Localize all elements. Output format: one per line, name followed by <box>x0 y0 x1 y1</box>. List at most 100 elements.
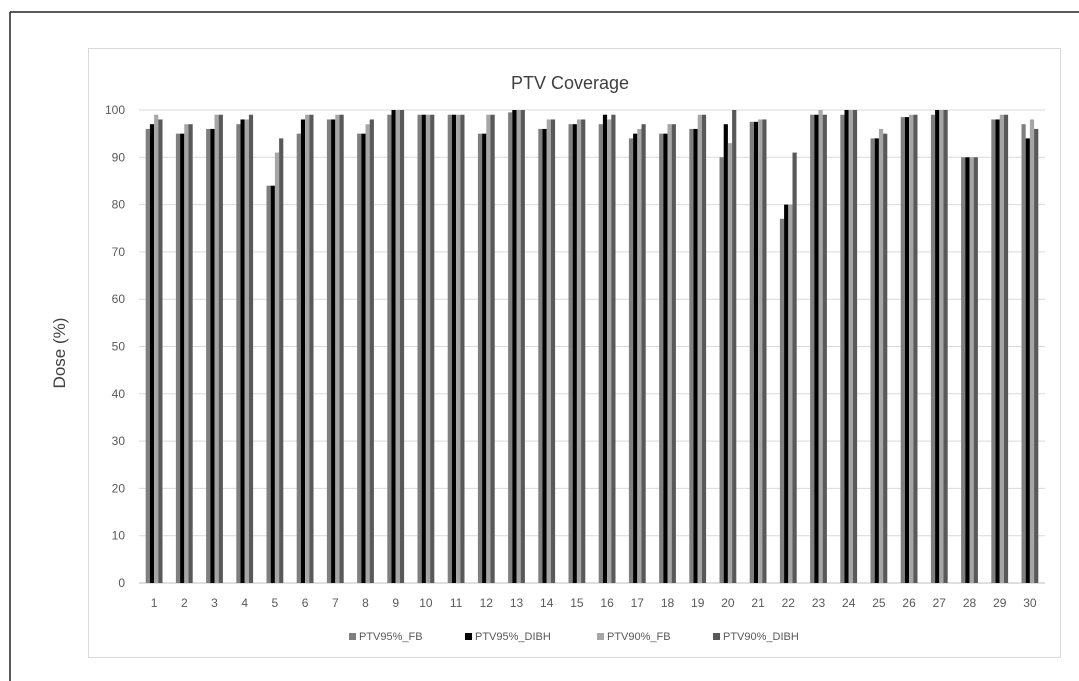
x-tick-label: 1 <box>151 596 158 610</box>
bar <box>611 114 616 583</box>
legend-label: PTV90%_DIBH <box>723 631 799 643</box>
bar <box>904 117 910 583</box>
bar <box>188 124 193 583</box>
legend-swatch <box>349 633 356 640</box>
bar <box>369 119 374 584</box>
bar <box>1003 114 1009 583</box>
x-tick-label: 17 <box>631 596 645 610</box>
x-tick-label: 8 <box>362 596 369 610</box>
chart-title: PTV Coverage <box>511 73 629 93</box>
x-tick-label: 30 <box>1023 596 1037 610</box>
x-tick-label: 21 <box>751 596 765 610</box>
bar <box>844 110 849 583</box>
bar <box>568 124 573 583</box>
bar <box>848 110 853 583</box>
bar <box>520 110 525 583</box>
bar <box>508 112 513 584</box>
x-tick-label: 28 <box>963 596 977 610</box>
bar <box>270 185 275 583</box>
x-tick-label: 24 <box>842 596 856 610</box>
bar <box>874 138 879 583</box>
bar <box>184 124 189 583</box>
x-tick-label: 19 <box>691 596 705 610</box>
bar <box>550 119 556 584</box>
bar <box>732 110 737 583</box>
bar <box>1034 128 1039 584</box>
y-tick-label: 0 <box>118 576 125 590</box>
bar <box>425 114 431 583</box>
bar <box>689 128 694 584</box>
bar <box>395 110 400 583</box>
bar <box>305 114 310 583</box>
bar <box>637 128 642 584</box>
bar <box>939 110 944 583</box>
bar <box>206 128 211 584</box>
bar <box>961 157 966 584</box>
bar <box>516 110 521 583</box>
x-tick-label: 20 <box>721 596 735 610</box>
x-tick-label: 23 <box>812 596 826 610</box>
bar <box>749 121 754 583</box>
y-tick-label: 40 <box>112 387 126 401</box>
x-tick-label: 22 <box>782 596 796 610</box>
bar <box>145 128 150 584</box>
bar <box>576 119 582 584</box>
y-tick-label: 10 <box>112 529 126 543</box>
bar <box>758 119 763 584</box>
y-tick-label: 20 <box>112 481 126 495</box>
bar <box>486 114 491 583</box>
bar <box>697 114 702 583</box>
bar <box>1029 119 1035 584</box>
bar <box>810 114 815 583</box>
bar <box>913 114 918 583</box>
bar <box>158 119 163 584</box>
bar <box>430 114 435 583</box>
bar <box>943 110 948 583</box>
bar <box>180 133 185 583</box>
x-tick-label: 11 <box>450 596 463 610</box>
bar <box>628 138 634 583</box>
bar <box>1021 124 1026 583</box>
y-tick-label: 50 <box>112 340 126 354</box>
x-tick-label: 14 <box>540 596 554 610</box>
bar <box>399 110 405 583</box>
bar <box>792 152 797 583</box>
bar <box>727 143 733 584</box>
x-tick-label: 18 <box>661 596 675 610</box>
bar <box>659 133 664 583</box>
bar <box>840 114 845 583</box>
legend-swatch <box>597 633 604 640</box>
bar <box>701 114 707 583</box>
bar <box>818 110 823 583</box>
bar <box>663 133 668 583</box>
x-tick-label: 15 <box>570 596 584 610</box>
bar <box>870 138 875 583</box>
bar <box>719 157 724 584</box>
bar <box>391 110 396 583</box>
bar <box>995 119 1000 584</box>
bar <box>387 114 392 583</box>
bar <box>447 114 452 583</box>
y-tick-label: 70 <box>112 245 126 259</box>
bar <box>490 114 495 583</box>
bar <box>542 128 547 584</box>
bar <box>788 204 793 583</box>
x-tick-label: 7 <box>332 596 339 610</box>
bar <box>149 124 155 583</box>
bar <box>482 133 487 583</box>
x-tick-label: 4 <box>241 596 248 610</box>
bar <box>900 117 905 583</box>
bar <box>417 114 422 583</box>
bar <box>598 124 603 583</box>
x-tick-label: 10 <box>419 596 433 610</box>
bar <box>1025 138 1030 583</box>
x-tick-label: 16 <box>600 596 614 610</box>
x-tick-label: 25 <box>872 596 886 610</box>
bar <box>175 133 181 583</box>
bar <box>279 138 284 583</box>
bar <box>477 133 483 583</box>
bar <box>607 119 612 584</box>
bar <box>814 114 819 583</box>
y-tick-label: 100 <box>105 103 125 117</box>
